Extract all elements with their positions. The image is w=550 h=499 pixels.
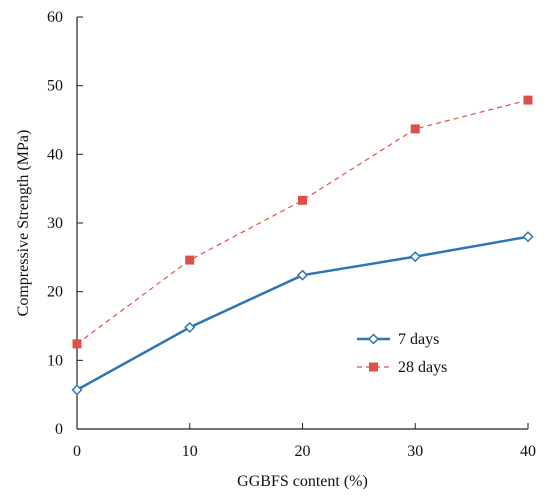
y-tick-label: 40 [47,146,63,163]
legend-marker [369,362,378,372]
legend-item-7-days: 7 days [357,331,439,348]
legend-marker-7-days [367,333,380,345]
y-axis-ticks: 0 10 20 30 40 50 60 [47,9,83,438]
legend: 7 days 28 days [357,331,447,376]
data-point [522,231,534,243]
x-axis-ticks: 0 10 20 30 40 [73,423,536,460]
series-7-days [71,231,534,396]
legend-label-28-days: 28 days [398,359,447,376]
y-tick-label: 60 [47,9,63,26]
data-point [72,339,82,349]
legend-item-28-days: 28 days [357,359,447,376]
x-axis-label: GGBFS content (%) [237,473,368,490]
y-tick-label: 0 [55,421,63,438]
axes [76,17,528,430]
x-tick-label: 40 [520,443,536,460]
data-point [298,195,307,205]
data-point [523,95,533,105]
x-tick-label: 20 [295,443,311,460]
x-tick-label: 30 [407,443,423,460]
data-point [184,321,196,333]
data-point [409,251,421,263]
series-28-days [72,95,533,349]
data-point [71,384,83,396]
legend-marker-28-days [369,362,378,372]
y-tick-label: 50 [47,78,63,95]
y-tick-label: 20 [47,284,63,301]
legend-label-7-days: 7 days [398,331,439,348]
series-line [76,99,529,345]
x-tick-label: 0 [73,443,81,460]
data-point [185,255,195,265]
legend-marker [367,333,380,345]
y-axis-label: Compressive Strength (MPa) [15,130,32,317]
y-tick-label: 10 [47,352,63,369]
y-tick-label: 30 [47,215,63,232]
data-point [410,124,420,134]
series-line [76,235,529,391]
series-layer [71,95,534,396]
x-tick-label: 10 [182,443,198,460]
data-point [296,269,309,281]
